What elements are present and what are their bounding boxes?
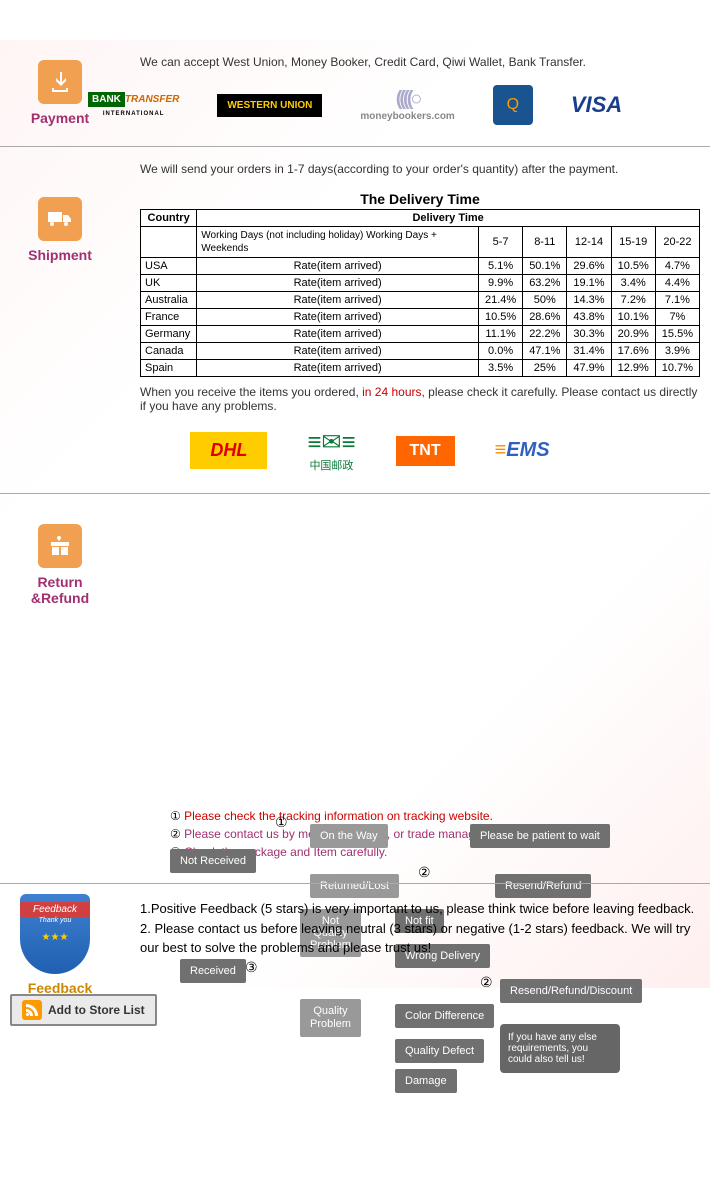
payment-label: Payment bbox=[20, 110, 100, 126]
node-colordiff: Color Difference bbox=[395, 1004, 494, 1028]
feedback-icon-box: Feedback Thank you ★★★ Feedback bbox=[20, 894, 100, 996]
carrier-logos: DHL ≡✉≡ 中国邮政 TNT ≡EMS bbox=[40, 428, 700, 473]
feedback-label: Feedback bbox=[20, 980, 100, 996]
return-section: Return &Refund Not Received ① On the Way… bbox=[0, 493, 710, 883]
col-header: 20-22 bbox=[655, 227, 699, 258]
table-row: UKRate(item arrived)9.9%63.2%19.1%3.4%4.… bbox=[141, 275, 700, 292]
node-wait: Please be patient to wait bbox=[470, 824, 610, 848]
truck-icon bbox=[38, 197, 82, 241]
rss-icon bbox=[22, 1000, 42, 1020]
table-title: The Delivery Time bbox=[140, 191, 700, 207]
visa-logo: VISA bbox=[563, 88, 630, 122]
payment-icon-box: Payment bbox=[20, 60, 100, 126]
speech-bubble: If you have any else requirements, you c… bbox=[500, 1024, 620, 1073]
table-row: AustraliaRate(item arrived)21.4%50%14.3%… bbox=[141, 292, 700, 309]
shipment-section: Shipment We will send your orders in 1-7… bbox=[0, 146, 710, 493]
col-header: 8-11 bbox=[523, 227, 567, 258]
return-label: Return &Refund bbox=[20, 574, 100, 606]
dhl-logo: DHL bbox=[190, 432, 267, 469]
shipment-icon-box: Shipment bbox=[20, 197, 100, 263]
col-header: 15-19 bbox=[611, 227, 655, 258]
circ-1a: ① bbox=[275, 814, 288, 831]
feedback-badge-icon: Feedback Thank you ★★★ bbox=[20, 894, 90, 974]
col-delivery: Delivery Time bbox=[197, 210, 700, 227]
feedback-line1: 1.Positive Feedback (5 stars) is very im… bbox=[140, 899, 700, 919]
download-icon bbox=[38, 60, 82, 104]
western-union-logo: WESTERN UNION bbox=[217, 94, 322, 117]
table-row: CanadaRate(item arrived)0.0%47.1%31.4%17… bbox=[141, 343, 700, 360]
payment-logos: BANKTRANSFER INTERNATIONAL WESTERN UNION… bbox=[80, 84, 700, 126]
shipment-note: When you receive the items you ordered, … bbox=[140, 385, 700, 413]
tnt-logo: TNT bbox=[396, 436, 455, 466]
china-post-logo: ≡✉≡ 中国邮政 bbox=[307, 428, 355, 473]
table-row: GermanyRate(item arrived)11.1%22.2%30.3%… bbox=[141, 326, 700, 343]
gift-icon bbox=[38, 524, 82, 568]
node-not-received: Not Received bbox=[170, 849, 256, 873]
shipment-label: Shipment bbox=[20, 247, 100, 263]
ems-logo: ≡EMS bbox=[495, 439, 550, 462]
circ-2a: ② bbox=[418, 864, 431, 881]
add-to-store-button[interactable]: Add to Store List bbox=[10, 994, 157, 1026]
working-days-cell: Working Days (not including holiday) Wor… bbox=[197, 227, 479, 258]
return-icon-box: Return &Refund bbox=[20, 524, 100, 606]
col-header: 5-7 bbox=[478, 227, 522, 258]
feedback-line2: 2. Please contact us before leaving neut… bbox=[140, 919, 700, 958]
payment-section: Payment We can accept West Union, Money … bbox=[0, 40, 710, 146]
node-qp: Quality Problem bbox=[300, 999, 361, 1037]
col-header: 12-14 bbox=[567, 227, 611, 258]
table-row: USARate(item arrived)5.1%50.1%29.6%10.5%… bbox=[141, 258, 700, 275]
qiwi-logo: Q bbox=[493, 85, 533, 125]
node-on-way: On the Way bbox=[310, 824, 388, 848]
feedback-section: Feedback Thank you ★★★ Feedback 1.Positi… bbox=[0, 883, 710, 978]
shipment-intro: We will send your orders in 1-7 days(acc… bbox=[140, 162, 700, 176]
payment-intro: We can accept West Union, Money Booker, … bbox=[140, 55, 700, 69]
delivery-table: Country Delivery Time Working Days (not … bbox=[140, 209, 700, 377]
node-rrd: Resend/Refund/Discount bbox=[500, 979, 642, 1003]
note-2: ② Please contact us by meesage, e-mail, … bbox=[170, 827, 700, 841]
node-qd: Quality Defect bbox=[395, 1039, 484, 1063]
note-1: ① Please check the tracking information … bbox=[170, 809, 700, 823]
col-country: Country bbox=[141, 210, 197, 227]
node-damage: Damage bbox=[395, 1069, 457, 1093]
table-row: SpainRate(item arrived)3.5%25%47.9%12.9%… bbox=[141, 360, 700, 377]
store-btn-label: Add to Store List bbox=[48, 1003, 145, 1017]
moneybookers-logo: ((((○ moneybookers.com bbox=[352, 84, 462, 126]
table-row: FranceRate(item arrived)10.5%28.6%43.8%1… bbox=[141, 309, 700, 326]
